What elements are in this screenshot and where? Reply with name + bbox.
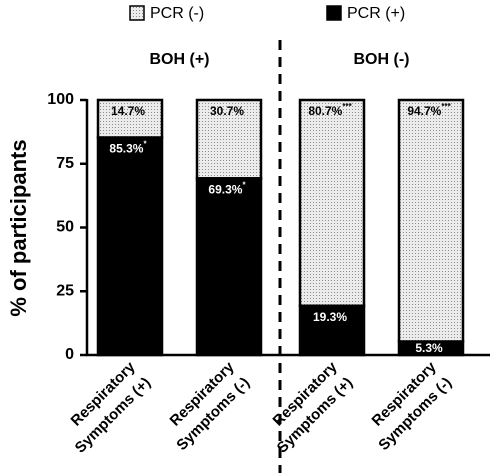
x-tick-label: RespiratorySymptoms (-) [360, 358, 456, 454]
value-label-text: 94.7% [407, 104, 441, 118]
y-tick-label: 50 [56, 219, 74, 236]
value-label: 80.7%*** [308, 102, 352, 118]
y-tick-label: 100 [47, 91, 74, 108]
significance-mark: * [242, 180, 246, 189]
value-label: 5.3% [415, 341, 443, 355]
y-axis-label: % of participants [6, 139, 31, 316]
legend-swatch [326, 5, 342, 21]
bar-segment [195, 98, 263, 180]
significance-mark: *** [441, 102, 451, 111]
value-label: 19.3% [313, 310, 347, 324]
value-label-text: 14.7% [111, 104, 145, 118]
value-label-text: 19.3% [313, 310, 347, 324]
value-label: 69.3%* [208, 180, 246, 196]
significance-mark: *** [342, 102, 352, 111]
bar-segment [397, 98, 465, 343]
value-label-text: 5.3% [415, 341, 443, 355]
value-label-text: 30.7% [210, 104, 244, 118]
value-label-text: 85.3% [109, 142, 143, 156]
value-label: 14.7% [111, 104, 145, 118]
legend-label: PCR (-) [150, 5, 204, 22]
bar-segment [195, 177, 263, 357]
value-label-text: 69.3% [208, 182, 242, 196]
bar-segment [298, 98, 366, 308]
value-label: 85.3%* [109, 140, 147, 156]
group-label: BOH (+) [150, 51, 210, 68]
x-tick-label: RespiratorySymptoms (-) [158, 358, 254, 454]
bar-segment [96, 136, 164, 357]
group-label: BOH (-) [354, 51, 410, 68]
x-tick-label: RespiratorySymptoms (+) [56, 358, 154, 456]
significance-mark: * [143, 140, 147, 149]
y-tick-label: 75 [56, 155, 74, 172]
value-label: 30.7% [210, 104, 244, 118]
x-tick-label: RespiratorySymptoms (+) [258, 358, 356, 456]
legend-swatch [129, 5, 145, 21]
legend-label: PCR (+) [347, 5, 405, 22]
bar-segment [96, 98, 164, 139]
y-tick-label: 0 [65, 346, 74, 363]
value-label-text: 80.7% [308, 104, 342, 118]
value-label: 94.7%*** [407, 102, 451, 118]
bar-segment [298, 304, 366, 357]
y-tick-label: 25 [56, 282, 74, 299]
